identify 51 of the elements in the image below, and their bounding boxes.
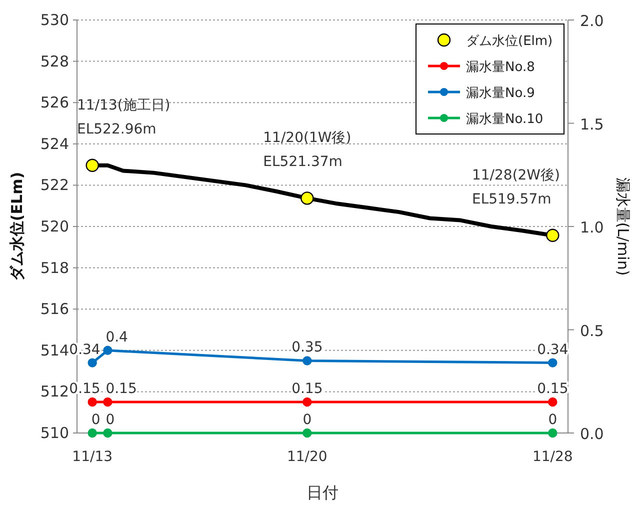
point: [302, 397, 312, 407]
y-tick-label: 530: [40, 11, 69, 29]
x-tick-label: 11/13: [72, 449, 113, 465]
point: [302, 428, 312, 438]
y-tick-label: 512: [40, 382, 69, 401]
annotation: 11/20(1W後) EL521.37m: [263, 130, 352, 170]
data-label: 0.15: [537, 381, 568, 398]
point: [546, 228, 560, 242]
data-label: 0: [302, 412, 312, 428]
y-tick-label: 516: [40, 300, 69, 318]
point: [548, 397, 558, 407]
y2-tick-label: 1.5: [580, 115, 604, 134]
y-tick-label: 522: [40, 176, 69, 194]
point: [88, 358, 97, 368]
point: [88, 397, 97, 407]
legend-label: 漏水量No.8: [466, 60, 535, 75]
data-label: 0.34: [537, 342, 568, 358]
data-label: 0: [91, 412, 100, 428]
y-tick-label: 526: [40, 94, 69, 112]
point: [302, 356, 312, 366]
x-axis-title: 日付: [306, 483, 338, 502]
x-tick-label: 11/28: [532, 449, 573, 465]
point: [88, 428, 97, 438]
data-label: 0.35: [292, 340, 323, 356]
y-tick-label: 524: [40, 134, 69, 153]
y-tick-label: 514: [40, 341, 69, 360]
data-label: 0.15: [106, 381, 137, 398]
y2-tick-label: 0.5: [580, 322, 604, 340]
y2-axis-title: 漏水量(L/min): [614, 177, 632, 276]
point: [300, 192, 314, 205]
legend-label: 漏水量No.9: [466, 86, 535, 101]
x-tick-label: 11/20: [286, 449, 328, 465]
annotation: 11/28(2W後) EL519.57m: [472, 167, 560, 208]
annotation: 11/13(施工日) EL522.96m: [77, 97, 170, 138]
y2-tick-label: 0.0: [580, 425, 604, 443]
y2-tick-label: 1.0: [580, 218, 604, 236]
data-label: 0.4: [106, 329, 128, 346]
y2-tick-label: 2.0: [580, 12, 604, 30]
data-label: 0: [548, 412, 558, 428]
point: [86, 158, 99, 172]
point: [548, 428, 558, 438]
y-tick-label: 518: [40, 258, 69, 277]
y-tick-label: 520: [40, 218, 69, 236]
legend-label: 漏水量No.10: [466, 112, 544, 127]
legend-label: ダム水位(Elm): [466, 34, 553, 49]
data-label: 0: [106, 412, 115, 428]
y-tick-label: 528: [40, 52, 69, 70]
y-axis-title: ダム水位(ELm): [8, 172, 26, 282]
point: [548, 358, 558, 368]
y-tick-label: 510: [40, 424, 69, 442]
data-label: 0.15: [292, 381, 323, 398]
